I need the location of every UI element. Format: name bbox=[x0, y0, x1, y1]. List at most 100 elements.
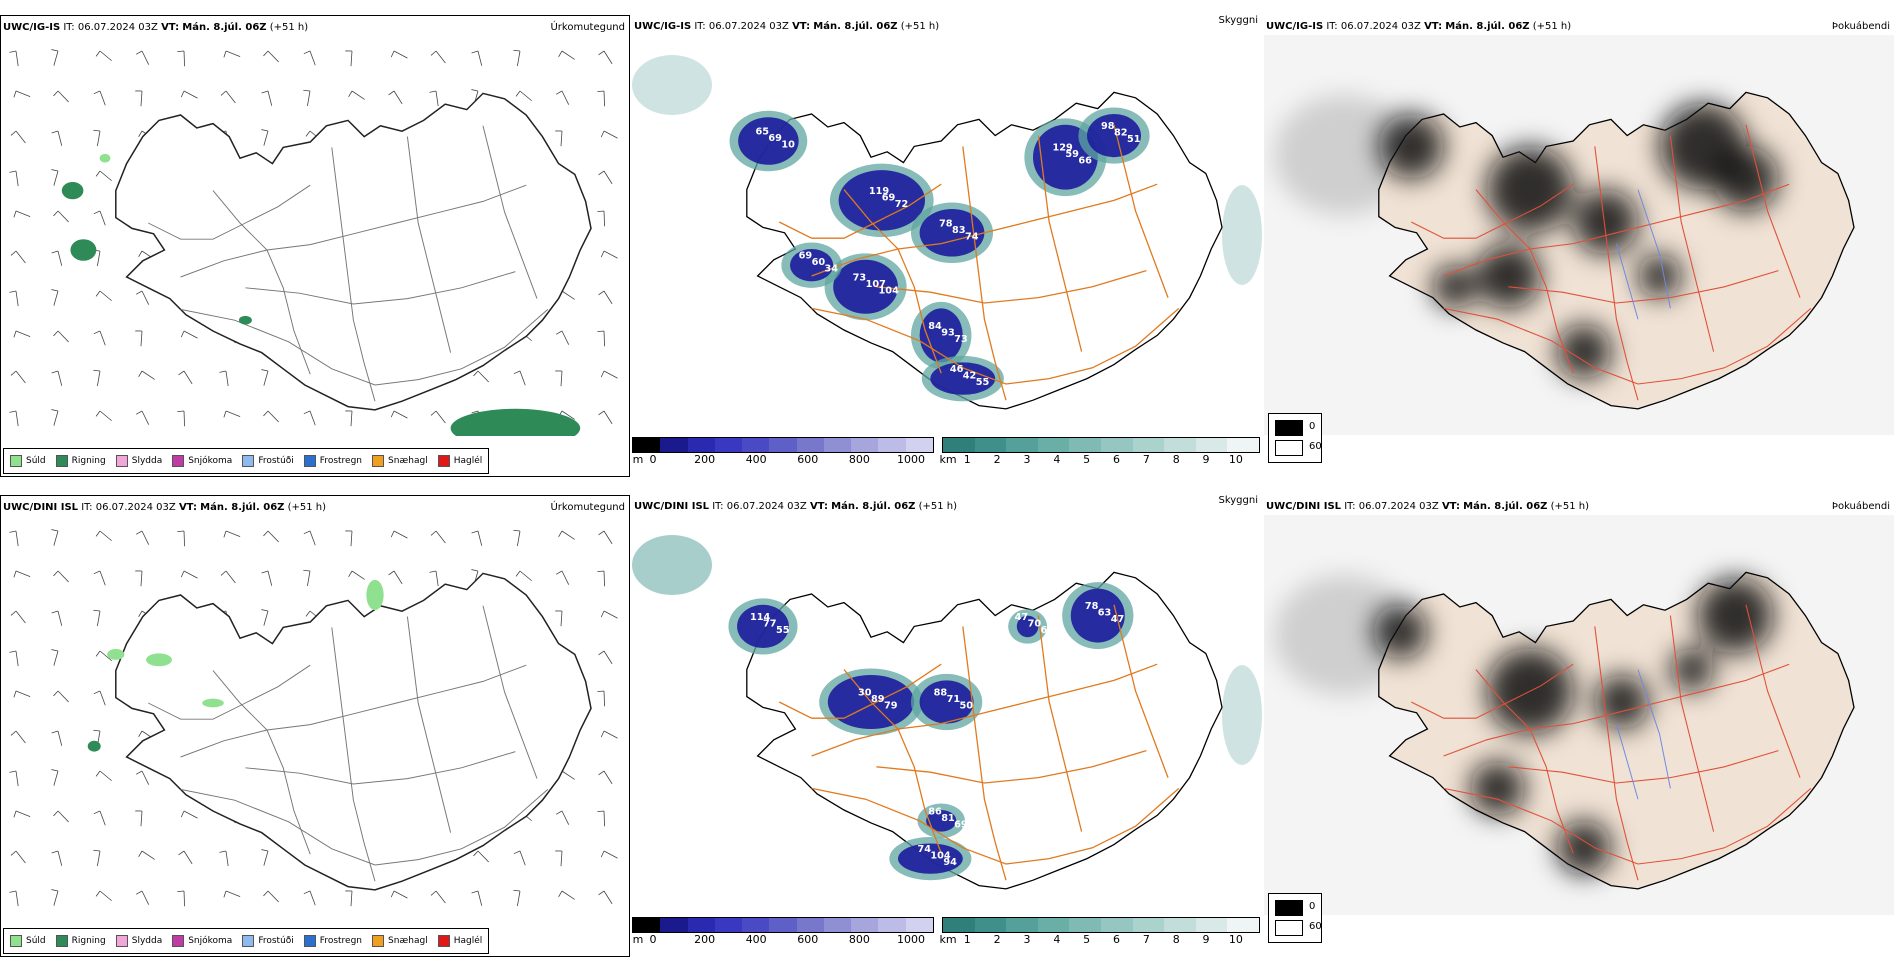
wind-barb bbox=[473, 850, 489, 863]
wind-barb bbox=[13, 570, 31, 578]
precip-legend-swatch bbox=[172, 935, 185, 947]
wind-barb bbox=[513, 889, 521, 907]
wind-barb bbox=[473, 370, 489, 383]
colorbar-tick: 2 bbox=[993, 453, 1001, 466]
colorbar-step bbox=[1037, 918, 1070, 932]
road bbox=[1113, 124, 1169, 298]
colorbar-step bbox=[1195, 918, 1228, 932]
wind-barb bbox=[95, 410, 112, 422]
precip-area bbox=[238, 315, 252, 325]
iceland-coastline bbox=[746, 571, 1223, 890]
river bbox=[1615, 669, 1671, 800]
wind-barb bbox=[53, 210, 69, 223]
colorbar-step bbox=[633, 438, 661, 452]
wind-barb bbox=[135, 290, 150, 305]
wind-barb bbox=[430, 530, 446, 544]
wind-barb bbox=[135, 330, 143, 347]
precip-legend-swatch bbox=[115, 455, 128, 467]
cloud-base-label: 107 bbox=[866, 279, 886, 290]
cloud-base-label: 83 bbox=[952, 225, 966, 236]
offshore-cloud bbox=[632, 55, 712, 115]
road bbox=[180, 664, 527, 758]
wind-barb bbox=[9, 890, 19, 907]
cloud-base-label: 51 bbox=[1127, 134, 1141, 145]
precip-legend-swatch bbox=[242, 935, 255, 947]
wind-barb bbox=[135, 90, 143, 107]
panel-title: Skyggni bbox=[1218, 15, 1258, 26]
wind-barb bbox=[51, 409, 59, 426]
precip-legend-label: Snæhagl bbox=[388, 936, 428, 946]
wind-barb bbox=[555, 850, 563, 867]
fog-panel-top: UWC/IG-IS IT: 06.07.2024 03Z VT: Mán. 8.… bbox=[1264, 15, 1894, 477]
wind-barb bbox=[263, 530, 279, 543]
road bbox=[147, 184, 311, 240]
cloud-base-label: 10 bbox=[781, 139, 795, 150]
colorbar-tick: 3 bbox=[1023, 453, 1031, 466]
cloud-base-label: 69 bbox=[768, 133, 782, 144]
colorbar-step bbox=[796, 438, 824, 452]
wind-barb bbox=[600, 250, 618, 259]
precip-legend-label: Haglél bbox=[453, 936, 483, 946]
colorbar-step bbox=[974, 918, 1007, 932]
cloud-base-label: 34 bbox=[825, 264, 839, 275]
cloud-base-label: 93 bbox=[941, 327, 955, 338]
cloud-base-label: 55 bbox=[776, 625, 790, 636]
wind-barb bbox=[219, 850, 229, 867]
wind-barb bbox=[513, 529, 521, 547]
cloud-base-label: 46 bbox=[950, 364, 964, 375]
colorbar-step bbox=[905, 918, 933, 932]
wind-barb bbox=[93, 369, 101, 387]
colorbar-tick: 5 bbox=[1083, 453, 1091, 466]
cloud-base-label: 59 bbox=[1065, 149, 1079, 160]
wind-barb bbox=[597, 330, 605, 347]
wind-barb bbox=[51, 250, 63, 266]
colorbar-step bbox=[660, 438, 688, 452]
wind-barb bbox=[93, 210, 106, 226]
cloud-base-label: 70 bbox=[1028, 618, 1042, 629]
road bbox=[811, 787, 1180, 865]
road bbox=[180, 788, 549, 866]
road bbox=[1443, 787, 1812, 865]
precip-legend-item: Súld bbox=[10, 935, 46, 947]
wind-barb bbox=[598, 650, 613, 665]
cloud-base-label: 98 bbox=[1101, 121, 1115, 132]
cloud-base-label: 82 bbox=[1114, 128, 1128, 139]
precip-legend-label: Súld bbox=[26, 456, 46, 466]
wind-barb bbox=[223, 410, 241, 418]
colorbar-step bbox=[823, 918, 852, 932]
colorbar-tick: 2 bbox=[993, 933, 1001, 946]
precip-legend-swatch bbox=[242, 455, 255, 467]
colorbar-tick: 4 bbox=[1053, 933, 1061, 946]
wind-barb bbox=[9, 50, 19, 67]
wind-barb bbox=[10, 250, 26, 264]
cloud-base-area bbox=[930, 362, 996, 395]
road bbox=[331, 147, 376, 402]
cloud-base-area bbox=[737, 604, 789, 648]
wind-barb bbox=[598, 890, 613, 905]
fog-area bbox=[1557, 820, 1611, 875]
wind-barb bbox=[51, 49, 59, 66]
fog-panel-bottom: UWC/DINI ISL IT: 06.07.2024 03Z VT: Mán.… bbox=[1264, 495, 1894, 957]
wind-barb bbox=[600, 730, 618, 739]
wind-barb bbox=[223, 530, 241, 538]
road bbox=[1669, 135, 1715, 352]
cloud-base-area bbox=[1087, 114, 1141, 158]
colorbar-unit: m bbox=[632, 933, 644, 946]
wind-barb bbox=[223, 50, 241, 58]
cloud-base-label: 50 bbox=[960, 700, 974, 711]
wind-barb bbox=[597, 810, 605, 827]
wind-barb bbox=[9, 530, 19, 547]
wind-barb bbox=[597, 210, 605, 227]
precip-area bbox=[450, 408, 581, 436]
road bbox=[811, 307, 1180, 385]
wind-barb bbox=[53, 690, 69, 703]
fog-area bbox=[1486, 146, 1574, 233]
precip-legend-label: Frostregn bbox=[319, 936, 363, 946]
colorbar-step bbox=[943, 918, 975, 932]
wind-barb bbox=[555, 90, 570, 105]
wind-barb bbox=[93, 609, 101, 627]
precip-legend-item: Frostregn bbox=[303, 455, 362, 467]
precip-legend-item: Frostúði bbox=[242, 935, 294, 947]
road bbox=[1745, 604, 1801, 778]
colorbar-step bbox=[823, 438, 852, 452]
